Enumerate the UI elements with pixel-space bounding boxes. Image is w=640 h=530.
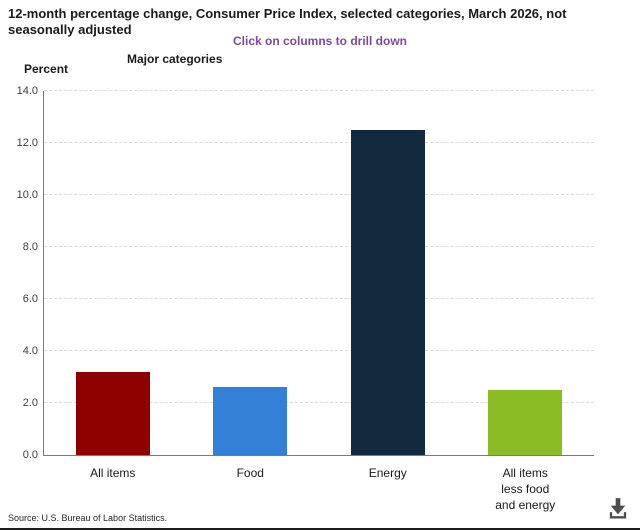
y-tick-label: 4.0: [22, 345, 38, 357]
drilldown-hint: Click on columns to drill down: [232, 34, 407, 48]
y-tick-label: 0.0: [22, 449, 38, 461]
gridline: [44, 90, 594, 91]
page-title: 12-month percentage change, Consumer Pri…: [8, 6, 636, 38]
gridline: [44, 142, 594, 143]
gridline: [44, 402, 594, 403]
page-title-line-1: 12-month percentage change, Consumer Pri…: [8, 6, 567, 21]
bar-energy[interactable]: [350, 130, 425, 455]
page-title-line-2: seasonally adjusted: [8, 22, 132, 37]
bottom-divider: [0, 528, 640, 530]
x-label-all-items-less-food-and-energy: All items less food and energy: [495, 466, 556, 512]
y-tick-label: 12.0: [16, 137, 38, 149]
plot-area: All items Food Energy All items less food a…: [43, 90, 594, 512]
y-tick-label: 2.0: [22, 397, 38, 409]
gridline: [44, 246, 594, 247]
y-tick-label: 6.0: [22, 293, 38, 305]
bar-all-items-less-food-and-energy[interactable]: [488, 390, 563, 455]
y-tick-label: 14.0: [16, 85, 38, 97]
bar-all-items[interactable]: [75, 371, 150, 455]
percent-axis-label: Percent: [24, 62, 69, 76]
x-label-energy: Energy: [368, 466, 407, 480]
x-label-all-items: All items: [90, 466, 136, 480]
gridline: [44, 298, 594, 299]
y-tick-label: 10.0: [16, 189, 38, 201]
bar-food[interactable]: [213, 387, 288, 455]
gridline: [44, 350, 594, 351]
y-tick-label: 8.0: [22, 241, 38, 253]
source-note: Source: U.S. Bureau of Labor Statistics.: [8, 513, 168, 523]
x-label-food: Food: [236, 466, 264, 480]
gridline: [44, 194, 594, 195]
download-icon[interactable]: [604, 494, 632, 522]
major-categories-label: Major categories: [127, 52, 223, 66]
